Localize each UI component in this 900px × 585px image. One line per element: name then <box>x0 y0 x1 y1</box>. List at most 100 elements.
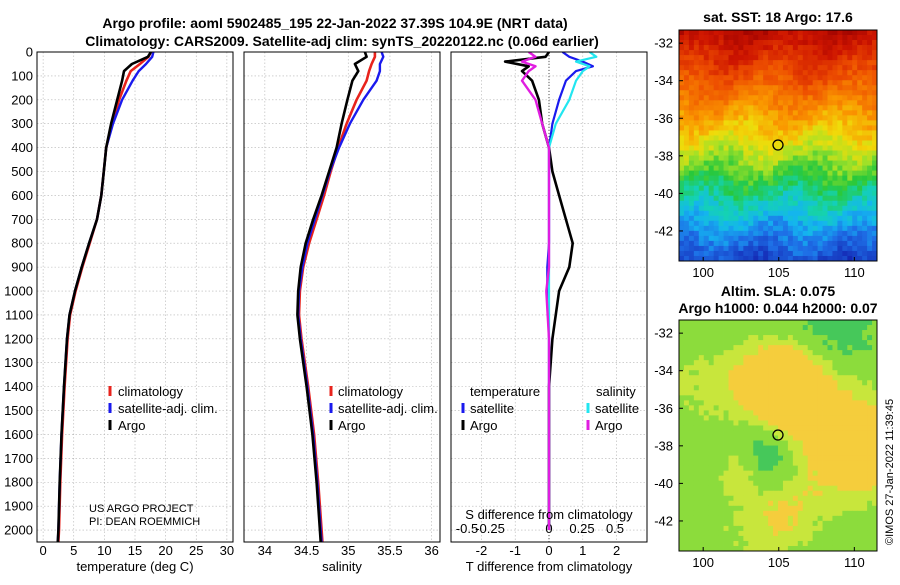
sla-cell <box>733 470 739 477</box>
sla-cell <box>713 425 719 431</box>
sla-cell <box>827 375 833 381</box>
sst-cell <box>782 250 789 257</box>
sla-cell <box>857 325 863 331</box>
sst-cell <box>867 135 873 141</box>
sla-cell <box>857 500 863 507</box>
sst-cell <box>763 145 769 151</box>
sst-cell <box>728 225 734 232</box>
sla-cell <box>787 475 794 482</box>
temperature-xlabel: temperature (deg C) <box>76 559 193 574</box>
legend-t-sat-label: satellite <box>470 401 514 416</box>
sla-cell <box>862 395 868 401</box>
sla-cell <box>688 425 695 431</box>
sst-cell <box>862 55 868 61</box>
sst-cell <box>797 155 804 161</box>
sla-cell <box>827 385 833 391</box>
sst-cell <box>753 105 759 111</box>
sst-cell <box>773 105 779 111</box>
sst-cell <box>792 235 799 242</box>
sst-cell <box>773 150 779 156</box>
sla-cell <box>872 495 878 502</box>
sla-cell <box>822 445 828 451</box>
sst-cell <box>802 90 809 96</box>
sst-cell <box>812 250 818 257</box>
salinity-frame <box>243 51 441 543</box>
sla-cell <box>797 360 804 366</box>
sla-cell <box>703 520 710 527</box>
sla-cell <box>787 510 794 517</box>
sst-cell <box>807 160 814 166</box>
sla-cell <box>738 355 744 361</box>
sla-cell <box>683 350 690 356</box>
sst-cell <box>822 30 828 36</box>
sst-cell <box>743 40 749 46</box>
sla-cell <box>733 435 739 441</box>
sla-cell <box>758 365 764 371</box>
sla-cell <box>723 375 729 381</box>
sst-cell <box>817 110 823 116</box>
sst-cell <box>817 75 823 81</box>
sst-cell <box>827 50 833 56</box>
sst-cell <box>797 230 804 237</box>
sla-cell <box>773 365 779 371</box>
sst-cell <box>758 70 764 76</box>
sst-cell <box>723 185 729 192</box>
sla-cell <box>867 360 873 366</box>
sst-cell <box>842 255 848 262</box>
sla-cell <box>713 350 719 356</box>
sst-cell <box>837 140 843 146</box>
sst-cell <box>792 145 799 151</box>
sst-cell <box>827 85 833 91</box>
sst-cell <box>827 220 833 227</box>
sst-cell <box>708 65 715 71</box>
sla-cell <box>748 465 754 472</box>
sla-cell <box>768 420 774 426</box>
sla-cell <box>748 355 754 361</box>
sla-cell <box>698 320 705 326</box>
sla-cell <box>812 485 818 492</box>
sla-cell <box>802 495 809 502</box>
sst-cell <box>792 210 799 217</box>
sst-cell <box>787 105 794 111</box>
sla-cell <box>743 370 749 376</box>
sla-cell <box>698 400 705 406</box>
sst-cell <box>822 185 828 192</box>
sla-cell <box>763 500 769 507</box>
sla-cell <box>698 390 705 396</box>
sst-cell <box>718 155 724 161</box>
sla-cell <box>728 545 734 552</box>
sla-cell <box>872 485 878 492</box>
sla-cell <box>753 385 759 391</box>
depth-tick-label: 200 <box>11 92 33 107</box>
sst-cell <box>778 140 784 146</box>
sst-cell <box>862 65 868 71</box>
sst-cell <box>807 255 814 262</box>
sst-cell <box>787 160 794 166</box>
sst-cell <box>837 35 843 41</box>
sla-cell <box>693 365 700 371</box>
sla-cell <box>802 540 809 547</box>
sla-cell <box>738 445 744 451</box>
sst-cell <box>679 70 685 76</box>
sst-cell <box>857 225 863 232</box>
sst-cell <box>698 105 705 111</box>
sla-cell <box>713 355 719 361</box>
sla-cell <box>872 465 878 472</box>
sst-cell <box>703 160 710 166</box>
sla-cell <box>827 335 833 341</box>
sst-cell <box>792 45 799 51</box>
sst-cell <box>768 90 774 96</box>
sla-cell <box>787 345 794 351</box>
sst-cell <box>862 120 868 126</box>
sst-cell <box>743 210 749 217</box>
sst-cell <box>782 155 789 161</box>
sst-cell <box>797 95 804 101</box>
sla-cell <box>832 320 838 326</box>
sst-cell <box>718 225 724 232</box>
sla-float-marker <box>772 429 784 441</box>
sst-cell <box>827 205 833 212</box>
sla-cell <box>758 470 764 477</box>
sst-cell <box>822 115 828 121</box>
sst-cell <box>733 105 739 111</box>
sla-cell <box>842 405 848 411</box>
